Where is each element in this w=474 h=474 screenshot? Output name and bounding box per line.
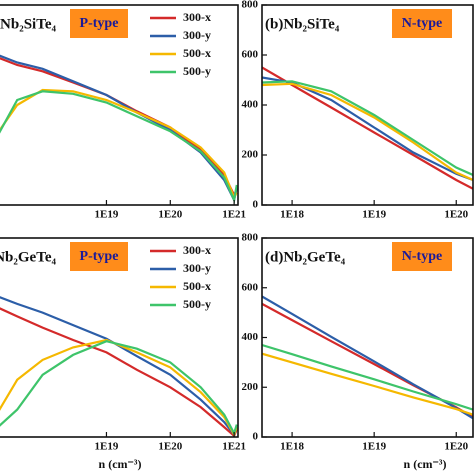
x-tick-label: 1E20 <box>444 209 468 221</box>
y-tick-label: 800 <box>242 232 259 244</box>
panel-title: (d)Nb₂GeTe₄ <box>265 249 346 265</box>
legend-label: 300-y <box>183 28 211 42</box>
y-tick-label: 400 <box>242 99 259 111</box>
legend-label: 300-x <box>183 243 211 257</box>
annotation: N-type <box>402 16 442 31</box>
panel: 1E18 1E19 1E20 0 200 400 600 800 (d)Nb₂GeTe₄ N-ty… <box>242 232 474 471</box>
x-tick-label: 1E19 <box>95 209 119 221</box>
x-tick-label: 1E21 <box>222 209 246 221</box>
x-tick-label: 1E19 <box>95 441 119 453</box>
legend-label: 300-y <box>183 261 211 275</box>
data-line <box>262 76 473 182</box>
y-tick-label: 0 <box>253 199 259 211</box>
plot-frame <box>0 4 239 206</box>
legend-label: 500-x <box>183 46 211 60</box>
data-line <box>262 352 473 416</box>
data-line <box>262 82 473 182</box>
panel: 1E19 1E20 1E21 (c)Nb₂GeTe₄ P-type 300-x 300-y 5… <box>0 237 246 471</box>
y-tick-label: 600 <box>242 49 259 61</box>
y-tick-label: 0 <box>253 431 259 443</box>
x-tick-label: 1E18 <box>280 209 304 221</box>
data-line <box>262 66 473 190</box>
legend-label: 500-y <box>183 297 211 311</box>
data-line <box>0 57 238 198</box>
data-line <box>0 90 238 204</box>
annotation-box <box>392 242 452 271</box>
data-line <box>262 80 473 177</box>
panel-title: (a)Nb₂SiTe₄ <box>0 16 56 32</box>
annotation-box <box>392 9 452 38</box>
panel: 1E18 1E19 1E20 0 200 400 600 800 (b)Nb₂SiTe₄ N-ty… <box>242 0 474 221</box>
y-tick-label: 200 <box>242 149 259 161</box>
x-tick-label: 1E21 <box>222 441 246 453</box>
annotation-box <box>70 242 128 271</box>
y-tick-label: 200 <box>242 381 259 393</box>
x-tick-label: 1E19 <box>362 209 386 221</box>
legend-label: 500-y <box>183 64 211 78</box>
x-tick-label: 1E19 <box>362 441 386 453</box>
x-axis-label: n (cm⁻³) <box>99 457 142 471</box>
panel-title: (c)Nb₂GeTe₄ <box>0 249 56 265</box>
x-tick-label: 1E20 <box>158 441 182 453</box>
data-line <box>0 340 238 437</box>
data-line <box>0 88 238 201</box>
legend-label: 500-x <box>183 279 211 293</box>
x-tick-label: 1E18 <box>280 441 304 453</box>
x-axis-label: n (cm⁻³) <box>404 457 447 471</box>
x-tick-label: 1E20 <box>158 209 182 221</box>
y-tick-label: 600 <box>242 281 259 293</box>
panel: 1E19 1E20 1E21 (a)Nb₂SiTe₄ P-type 300-x 300-y 5… <box>0 4 246 221</box>
plot-frame <box>0 237 239 438</box>
y-tick-label: 400 <box>242 331 259 343</box>
x-tick-label: 1E20 <box>444 441 468 453</box>
panel-title: (b)Nb₂SiTe₄ <box>265 16 340 32</box>
annotation: N-type <box>402 249 442 264</box>
data-line <box>262 343 473 411</box>
y-tick-label: 800 <box>242 0 259 11</box>
annotation-box <box>70 9 128 38</box>
data-line <box>0 296 238 437</box>
annotation: P-type <box>80 249 119 264</box>
data-line <box>0 307 238 437</box>
legend-label: 300-x <box>183 10 211 24</box>
annotation: P-type <box>80 16 119 31</box>
